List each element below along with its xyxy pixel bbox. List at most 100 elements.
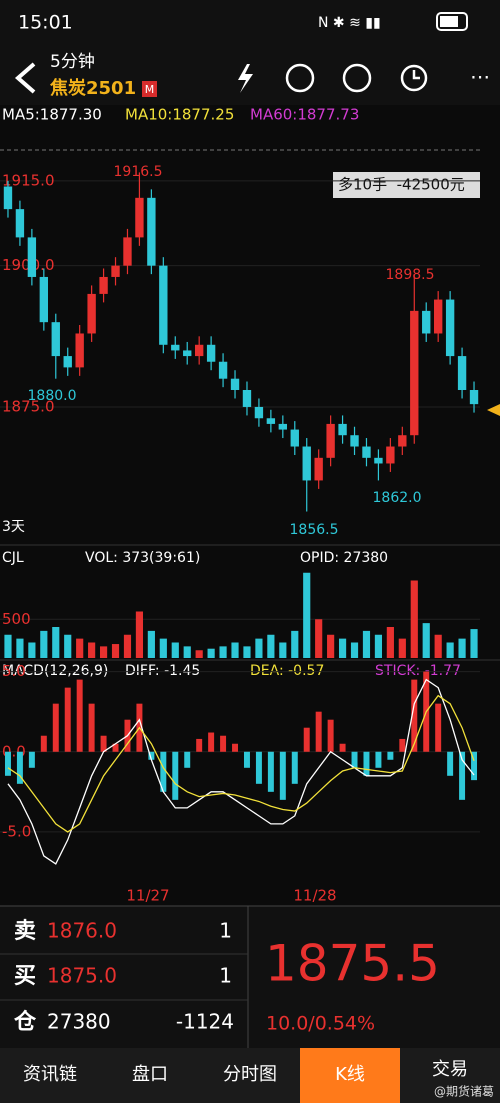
macd-stick — [4, 751, 11, 776]
volume-bar — [135, 611, 144, 658]
macd-stick — [184, 751, 191, 768]
low-label: 1862.0 — [373, 490, 422, 506]
volume-bar — [243, 646, 251, 658]
cloud-icon[interactable] — [342, 63, 372, 93]
tab[interactable]: K线 — [335, 1064, 365, 1085]
cloud-up-icon[interactable] — [285, 63, 315, 93]
legend-stick: STICK: -1.77 — [375, 663, 461, 679]
vol-label: VOL: 373(39:61) — [85, 550, 200, 566]
battery-level — [440, 16, 458, 27]
macd-stick — [279, 751, 286, 800]
macd-stick — [232, 743, 239, 752]
macd-title: MACD(12,26,9) — [2, 663, 108, 679]
candle-body — [194, 344, 204, 357]
top-bar — [0, 0, 500, 105]
tab[interactable]: 盘口 — [132, 1064, 168, 1085]
volume-bar — [350, 642, 359, 658]
macd-stick — [220, 735, 227, 752]
period: 5分钟 — [50, 52, 95, 72]
badge: M — [145, 83, 155, 96]
macd-stick — [267, 751, 274, 792]
volume-bar — [231, 642, 239, 658]
volume-bar — [410, 580, 418, 658]
volume-bar — [99, 646, 108, 658]
candle-body — [183, 350, 192, 357]
candle-body — [63, 356, 72, 368]
y-tick-label: 1875.0 — [2, 397, 55, 415]
opid-label: OPID: 27380 — [300, 550, 388, 566]
legend-dea: DEA: -0.57 — [250, 663, 324, 679]
status-icons: N ✱ ≋ ▮▮ — [318, 15, 381, 31]
ma5: MA5:1877.30 — [2, 106, 102, 124]
macd-stick — [88, 703, 95, 752]
macd-stick — [243, 751, 250, 768]
macd-stick — [435, 703, 442, 752]
volume-bar — [159, 638, 167, 658]
candle-body — [147, 197, 156, 266]
volume-bar — [207, 648, 215, 658]
candle-body — [266, 418, 276, 424]
buy-qty: 1 — [219, 964, 232, 988]
macd-stick — [387, 751, 394, 760]
macd-stick — [76, 679, 83, 752]
last-price: 1875.5 — [265, 935, 440, 993]
macd-stick — [112, 743, 119, 752]
macd-stick — [196, 738, 203, 752]
flash-icon[interactable] — [238, 64, 253, 93]
volume-bar — [219, 646, 227, 658]
volume-bar — [64, 634, 72, 658]
more-icon[interactable]: ⋯ — [470, 65, 490, 89]
macd-line — [7, 694, 475, 833]
back-button[interactable] — [14, 62, 36, 94]
candle-body — [123, 237, 132, 266]
buy-label: 买 — [14, 964, 36, 989]
badge-bg — [142, 81, 157, 97]
volume-bar — [76, 638, 84, 658]
volume-bar — [183, 646, 191, 658]
candle-body — [159, 265, 168, 345]
volume-bar — [4, 634, 12, 658]
clock-icon[interactable] — [400, 64, 428, 92]
macd-stick — [459, 751, 466, 800]
volume-bar — [362, 630, 371, 658]
macd-stick — [255, 751, 262, 784]
macd-stick — [375, 751, 382, 768]
oi-label: 仓 — [13, 1009, 37, 1035]
candle-body — [15, 209, 25, 238]
candle-body — [218, 361, 228, 379]
y-tick-label: 5.0 — [2, 662, 26, 680]
high-label: 1898.5 — [386, 267, 435, 283]
sell-label: 卖 — [14, 918, 36, 944]
volume-bar — [327, 634, 335, 658]
volume-bar — [255, 638, 263, 658]
volume-bar — [123, 634, 132, 658]
high-label: 1916.5 — [114, 164, 163, 180]
volume-bar — [434, 634, 442, 658]
volume-bar — [470, 629, 478, 658]
macd-stick — [339, 743, 346, 752]
candle-body — [398, 435, 407, 447]
volume-bar — [111, 644, 120, 658]
range-label: 3天 — [2, 519, 25, 535]
tab[interactable]: 资讯链 — [23, 1064, 77, 1085]
macd-stick — [148, 751, 155, 760]
tab-active-bg — [300, 1048, 400, 1103]
oi-change: -1124 — [176, 1010, 234, 1034]
tab[interactable]: 交易 — [432, 1059, 468, 1080]
candle-body — [87, 293, 96, 334]
macd-stick — [303, 727, 310, 752]
volume-bar — [88, 642, 96, 658]
macd-stick — [64, 687, 71, 752]
candle-body — [3, 186, 13, 210]
macd-stick — [160, 751, 167, 792]
volume-bar — [195, 650, 203, 658]
status-time: 15:01 — [18, 12, 73, 34]
candle-body — [230, 378, 240, 390]
legend-diff: DIFF: -1.45 — [125, 663, 200, 679]
candle-body — [314, 457, 323, 481]
tab[interactable]: 分时图 — [223, 1064, 277, 1085]
macd-stick — [447, 751, 454, 776]
candle-body — [254, 406, 264, 419]
macd-stick — [28, 751, 35, 768]
